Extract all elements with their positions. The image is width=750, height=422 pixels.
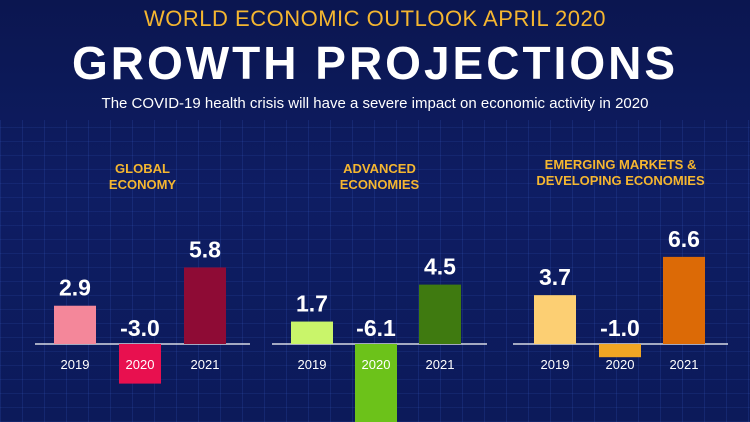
chart-2-bar-2021	[663, 256, 705, 344]
chart-2-value-label-2019: 3.7	[539, 264, 571, 290]
chart-2-title-line-0: EMERGING MARKETS &	[545, 157, 697, 172]
chart-2-tick-label-2021: 2021	[670, 357, 699, 372]
page-title: GROWTH PROJECTIONS	[71, 37, 679, 89]
chart-2-tick-label-2019: 2019	[541, 357, 570, 372]
chart-0-title-line-1: ECONOMY	[109, 177, 177, 192]
chart-0-bar-2020	[119, 344, 161, 384]
chart-0-value-label-2020: -3.0	[120, 315, 160, 341]
chart-0-value-label-2019: 2.9	[59, 275, 91, 301]
chart-0-bar-2019	[54, 305, 96, 344]
chart-1-value-label-2021: 4.5	[424, 254, 456, 280]
chart-0-tick-label-2020: 2020	[126, 357, 155, 372]
chart-1-value-label-2019: 1.7	[296, 291, 328, 317]
chart-2-tick-label-2020: 2020	[606, 357, 635, 372]
chart-1-tick-label-2020: 2020	[362, 357, 391, 372]
chart-0-bar-2021	[184, 267, 226, 344]
chart-1-tick-label-2019: 2019	[298, 357, 327, 372]
chart-0-value-label-2021: 5.8	[189, 236, 221, 262]
chart-2-value-label-2021: 6.6	[668, 226, 700, 252]
chart-0-tick-label-2021: 2021	[191, 357, 220, 372]
chart-1-bar-2021	[419, 284, 461, 344]
chart-1-bar-2020	[355, 344, 397, 422]
chart-1-bar-2019	[291, 321, 333, 344]
page-subtitle: The COVID-19 health crisis will have a s…	[101, 95, 649, 112]
chart-1-value-label-2020: -6.1	[356, 315, 396, 341]
chart-2-bar-2019	[534, 295, 576, 344]
chart-0-tick-label-2019: 2019	[61, 357, 90, 372]
chart-0-title-line-0: GLOBAL	[115, 161, 170, 176]
chart-2-value-label-2020: -1.0	[600, 315, 640, 341]
chart-2-bar-2020	[599, 344, 641, 358]
chart-2-title-line-1: DEVELOPING ECONOMIES	[536, 173, 705, 188]
chart-1-title-line-1: ECONOMIES	[340, 177, 420, 192]
chart-1-tick-label-2021: 2021	[426, 357, 455, 372]
chart-1-title-line-0: ADVANCED	[343, 161, 416, 176]
report-suptitle: WORLD ECONOMIC OUTLOOK APRIL 2020	[144, 6, 606, 31]
